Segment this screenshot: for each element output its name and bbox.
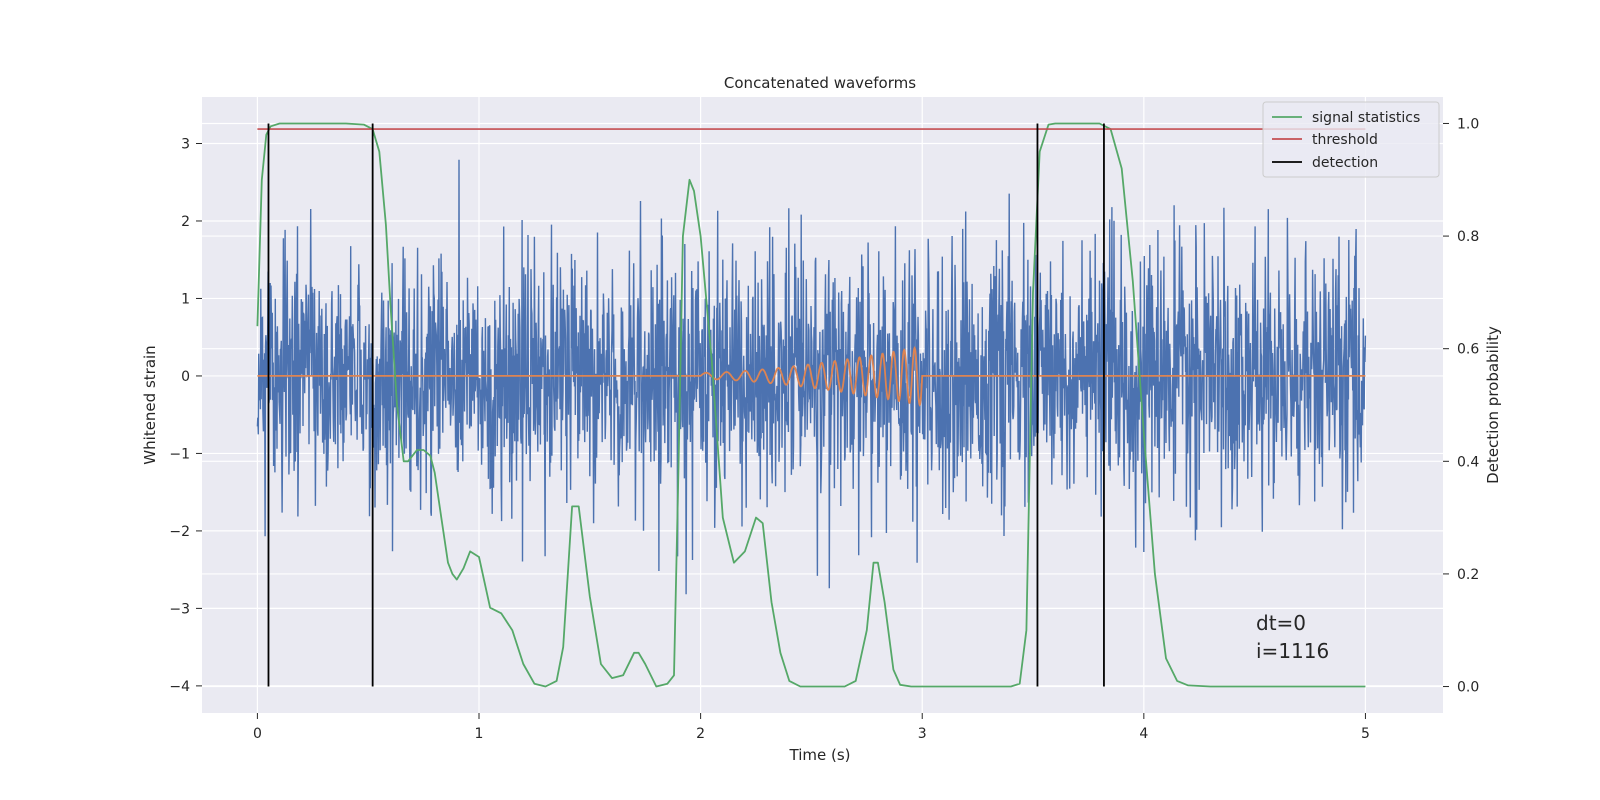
- y-tick-label: −3: [169, 601, 190, 617]
- y2-tick-label: 0.0: [1457, 680, 1479, 696]
- left-axis-ticks: −4 −3 −2 −1 0 1 2 3: [169, 136, 202, 695]
- y-tick-label: 2: [181, 214, 190, 230]
- annotation-dt: dt=0: [1256, 611, 1306, 635]
- legend-label-detection: detection: [1312, 155, 1378, 171]
- x-tick-label: 4: [1139, 726, 1148, 742]
- y-axis-label: Whitened strain: [141, 345, 159, 464]
- right-axis-ticks: 0.0 0.2 0.4 0.6 0.8 1.0: [1443, 116, 1479, 696]
- y-tick-label: −1: [169, 446, 190, 462]
- y2-tick-label: 0.2: [1457, 567, 1479, 583]
- x-tick-label: 0: [253, 726, 262, 742]
- y2-tick-label: 0.4: [1457, 454, 1479, 470]
- y-tick-label: −2: [169, 524, 190, 540]
- x-tick-label: 2: [696, 726, 705, 742]
- legend: signal statistics threshold detection: [1262, 101, 1440, 178]
- y2-tick-label: 1.0: [1457, 116, 1479, 132]
- legend-label-threshold: threshold: [1312, 132, 1378, 148]
- y-tick-label: −4: [169, 679, 190, 695]
- y2-axis-label: Detection probability: [1484, 326, 1502, 484]
- y2-tick-label: 0.8: [1457, 229, 1479, 245]
- y-tick-label: 0: [181, 369, 190, 385]
- chart-title: Concatenated waveforms: [724, 74, 916, 92]
- legend-box: [1262, 101, 1440, 178]
- x-tick-label: 5: [1361, 726, 1370, 742]
- y-tick-label: 3: [181, 136, 190, 152]
- plot-layer: [256, 122, 1367, 688]
- bottom-axis-ticks: 0 1 2 3 4 5: [253, 713, 1370, 742]
- signal-statistics-line: [256, 122, 1366, 688]
- x-axis-label: Time (s): [789, 746, 851, 764]
- x-tick-label: 1: [475, 726, 484, 742]
- whitened-strain-line: [256, 159, 1367, 595]
- injected-waveform-line: [257, 346, 1366, 407]
- annotation-index: i=1116: [1256, 639, 1329, 663]
- x-tick-label: 3: [918, 726, 927, 742]
- legend-label-signal-statistics: signal statistics: [1312, 110, 1420, 126]
- y-tick-label: 1: [181, 291, 190, 307]
- y2-tick-label: 0.6: [1457, 342, 1479, 358]
